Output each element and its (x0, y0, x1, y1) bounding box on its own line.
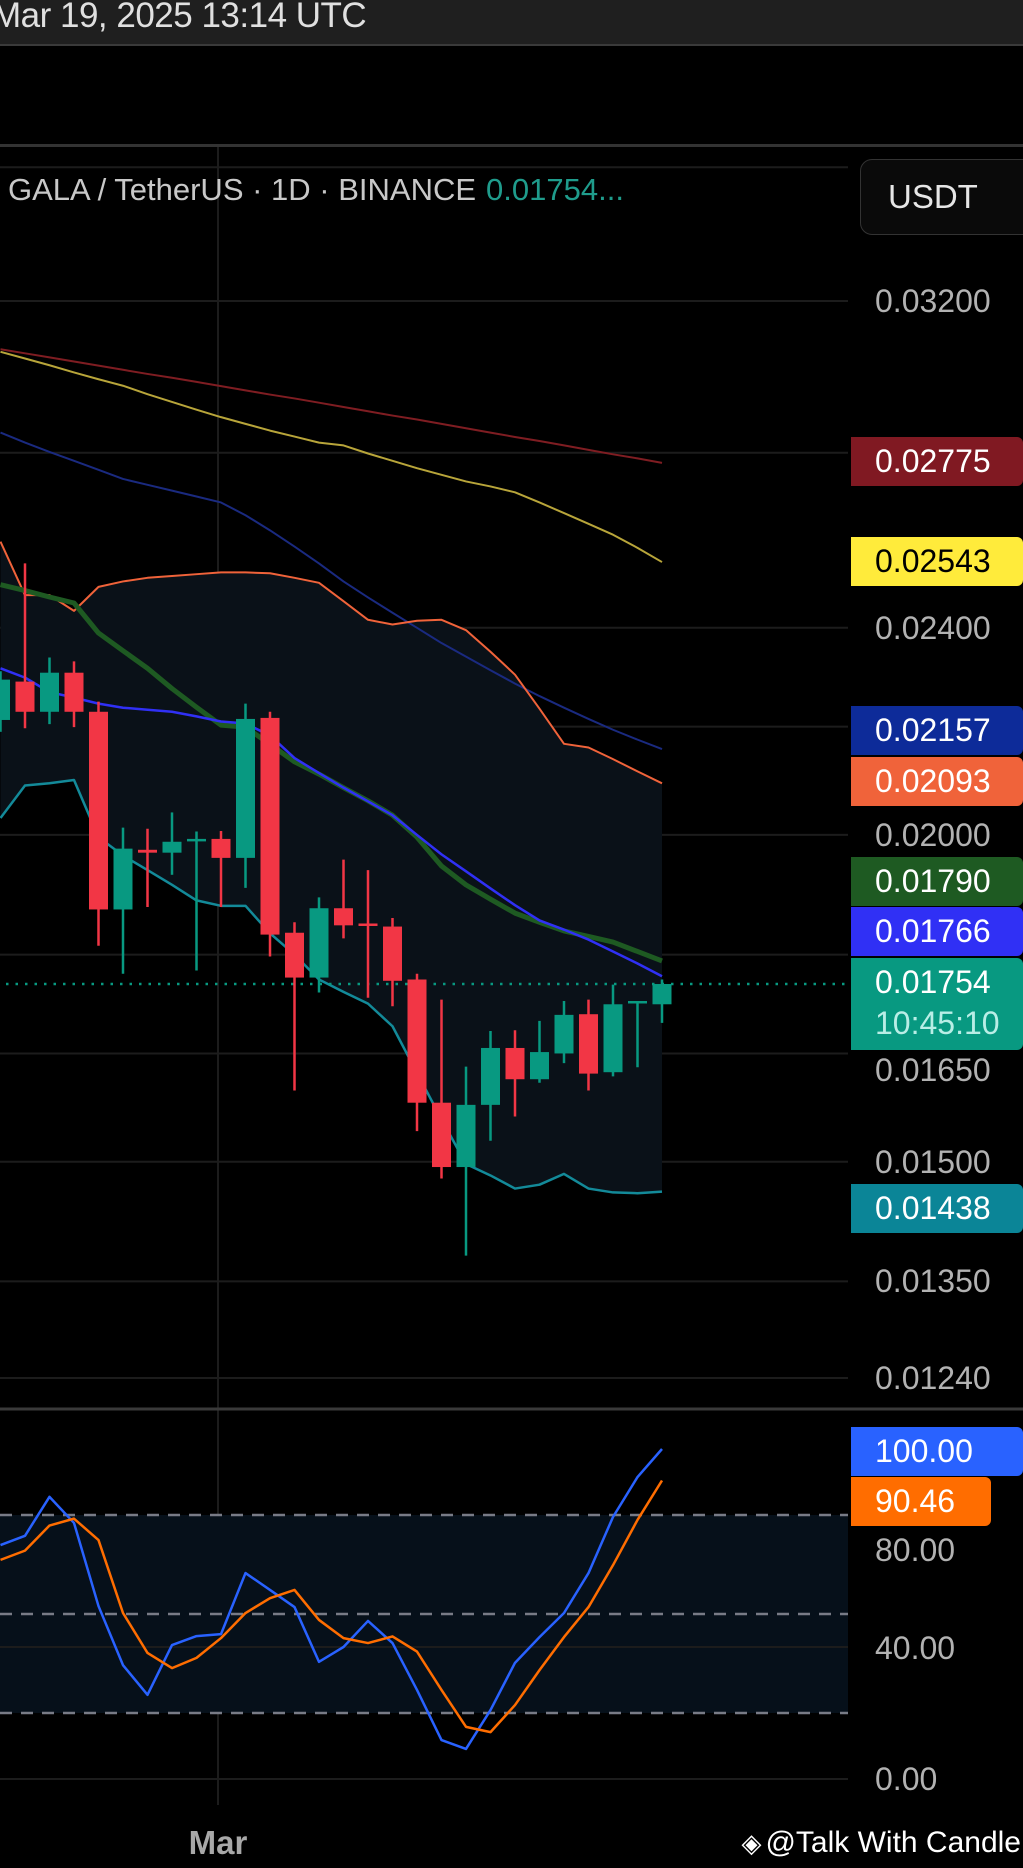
price-axis-label: 0.01500 (875, 1143, 991, 1180)
datetime-bar: Mar 19, 2025 13:14 UTC (0, 0, 1023, 46)
candle-body (162, 841, 182, 853)
price-badge-value: 0.02543 (875, 543, 991, 579)
candle-body (309, 908, 329, 978)
price-badge-value: 0.01790 (875, 863, 991, 899)
candle-body (113, 848, 133, 910)
price-badge-value: 0.01438 (875, 1190, 991, 1226)
currency-button[interactable]: USDT (860, 159, 1023, 235)
candle-body (383, 926, 402, 981)
time-axis-label-mar: Mar (188, 1824, 248, 1861)
bar-countdown: 10:45:10 (875, 1005, 1000, 1041)
candle-body (505, 1047, 525, 1080)
price-badge-value: 0.02093 (875, 763, 991, 799)
candle-body (40, 672, 59, 712)
indicator-line-0 (0, 348, 663, 464)
candle-body (358, 923, 378, 926)
candle-body (407, 979, 427, 1103)
indicator-line-5 (0, 667, 663, 978)
price-badge: 0.02543 (851, 537, 1023, 586)
candle-body (628, 1000, 647, 1004)
price-axis-label: 0.03200 (875, 283, 991, 319)
price-axis-label: 0.01240 (875, 1359, 991, 1396)
osc-k-value: 100.00 (875, 1433, 973, 1469)
candle-body (64, 672, 84, 712)
price-axis-label: 0.02000 (875, 816, 991, 853)
price-badge-value: 0.01754 (875, 964, 991, 1000)
symbol-legend[interactable]: GALA / TetherUS · 1D · BINANCE 0.01754... (8, 172, 624, 208)
candle-body (530, 1052, 549, 1080)
candle-body (603, 1004, 623, 1073)
candle-body (432, 1102, 451, 1168)
indicator-line-3 (0, 541, 663, 785)
candle-body (652, 984, 672, 1005)
toolbar-divider (0, 144, 1023, 147)
osc-d-value: 90.46 (875, 1483, 956, 1519)
candle-body (138, 849, 157, 853)
watermark: ◈ @Talk With Candle (741, 1826, 1021, 1860)
candle-body (334, 908, 353, 926)
candle-body (260, 717, 280, 935)
indicator-line-6 (0, 778, 663, 1195)
price-axis-label: 0.01350 (875, 1263, 991, 1300)
indicator-line-2 (0, 431, 663, 751)
indicator-line-1 (0, 350, 663, 563)
oscillator-line-0 (0, 1448, 663, 1751)
price-badge: 0.01438 (851, 1184, 1023, 1233)
price-badge: 0.01754 10:45:10 (851, 958, 1023, 1050)
candle-body (456, 1104, 476, 1168)
symbol-title: GALA / TetherUS · 1D · BINANCE (8, 172, 477, 207)
candle-body (15, 681, 35, 712)
price-badge: 0.01766 (851, 907, 1023, 956)
candle-body (285, 932, 304, 978)
price-badge: 0.01790 (851, 857, 1023, 906)
legend-price: 0.01754... (486, 172, 624, 207)
candle-body (0, 679, 10, 720)
price-axis-label: 0.02400 (875, 609, 991, 646)
price-badge-value: 0.01766 (875, 913, 991, 949)
price-badge: 0.02093 (851, 757, 1023, 806)
price-badge-value: 0.02157 (875, 712, 991, 748)
binance-diamond-icon: ◈ (741, 1828, 762, 1858)
bollinger-band-fill (0, 541, 662, 1194)
osc-axis-label: 80.00 (875, 1532, 956, 1568)
datetime-label: Mar 19, 2025 13:14 UTC (0, 0, 367, 35)
candle-body (187, 838, 206, 842)
osc-k-badge: 100.00 (851, 1427, 1023, 1476)
candle-body (554, 1014, 574, 1054)
price-axis-label: 0.01650 (875, 1052, 991, 1088)
candle-body (89, 711, 108, 910)
price-badge: 0.02157 (851, 706, 1023, 755)
oscillator-line-1 (0, 1479, 664, 1734)
candle-body (481, 1047, 500, 1105)
price-badge: 0.02775 (851, 437, 1023, 486)
osc-axis-label: 40.00 (875, 1630, 956, 1666)
osc-d-badge: 90.46 (851, 1477, 991, 1526)
price-badge-value: 0.02775 (875, 443, 991, 479)
candle-body (579, 1014, 598, 1074)
currency-label: USDT (888, 178, 978, 215)
osc-axis-label: 0.00 (875, 1761, 938, 1797)
watermark-text: @Talk With Candle (765, 1826, 1021, 1859)
candle-body (211, 838, 231, 858)
candle-body (236, 718, 255, 858)
